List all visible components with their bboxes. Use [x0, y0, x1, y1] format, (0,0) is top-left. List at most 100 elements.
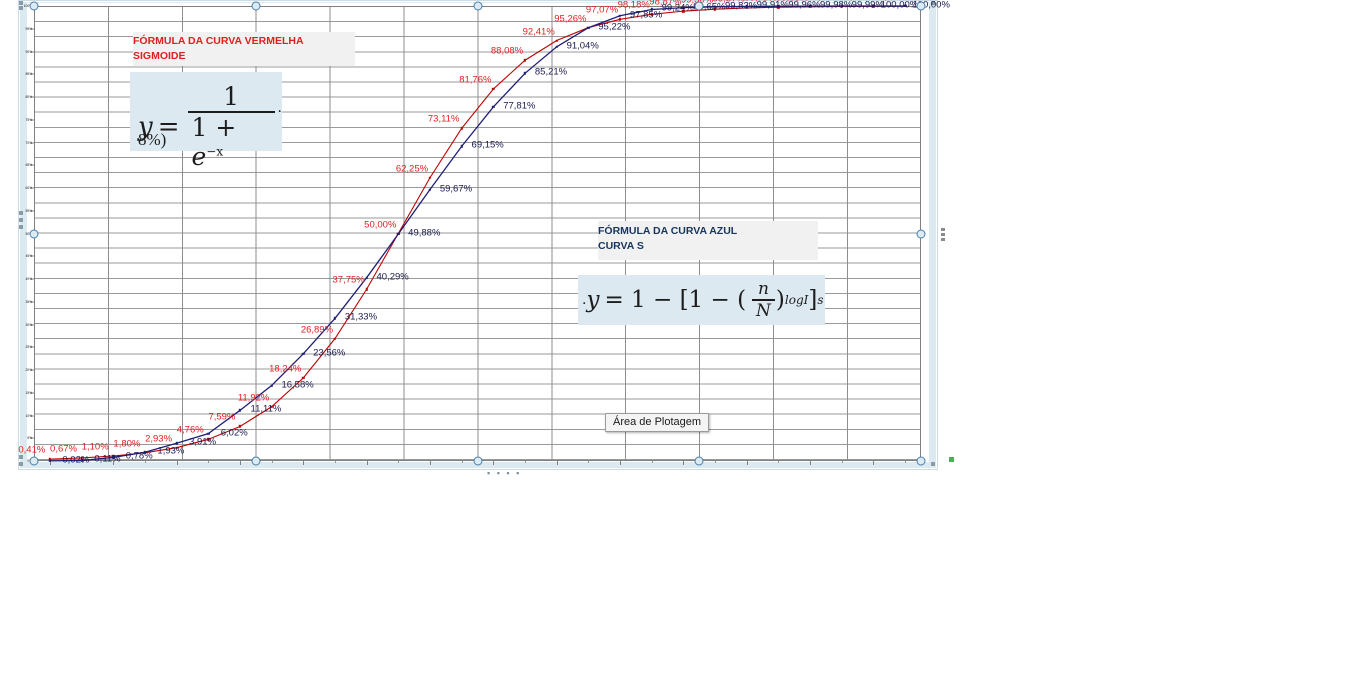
data-point-marker — [872, 4, 875, 8]
y-tick-label: 45% — [25, 254, 33, 259]
x-tick-mark — [525, 461, 527, 463]
x-tick-mark — [144, 461, 146, 463]
selection-handle-5[interactable] — [29, 456, 39, 466]
selection-handle-1[interactable] — [251, 1, 261, 11]
x-tick-mark — [873, 461, 875, 465]
x-tick-mark — [334, 461, 336, 463]
chart-handle-mid-left-1[interactable] — [19, 211, 23, 215]
chart-handle-bottom-right[interactable] — [931, 462, 935, 466]
y-tick-mark — [30, 392, 34, 394]
y-tick-label: 25% — [25, 345, 33, 350]
data-point-marker — [713, 5, 717, 9]
chart-handle-bottom-left-2[interactable] — [19, 462, 23, 466]
selection-handle-0[interactable] — [29, 1, 39, 11]
x-tick-mark — [461, 461, 463, 463]
y-tick-mark — [30, 187, 34, 189]
chart-handle-mid-left-2[interactable] — [19, 218, 23, 222]
y-tick-mark — [30, 73, 34, 75]
y-tick-label: 70% — [25, 140, 33, 145]
data-point-marker — [207, 438, 210, 441]
sigmoid-curve-red — [49, 5, 906, 460]
data-point-marker — [48, 459, 52, 463]
y-tick-mark — [30, 324, 34, 325]
data-point-marker — [523, 59, 527, 62]
y-tick-mark — [30, 164, 34, 166]
selection-handle-6[interactable] — [251, 456, 261, 466]
y-tick-mark — [30, 51, 34, 52]
x-tick-mark — [303, 461, 305, 465]
red-formula-title[interactable]: FÓRMULA DA CURVA VERMELHA SIGMOIDE — [133, 32, 355, 66]
chart-handle-bottom-left[interactable] — [19, 455, 23, 459]
data-point-marker — [618, 18, 622, 21]
chart-handle-mid-left-3[interactable] — [19, 225, 23, 229]
y-tick-mark — [30, 301, 34, 303]
data-point-marker — [523, 72, 527, 75]
data-point-marker — [587, 26, 590, 29]
x-tick-mark — [683, 461, 685, 465]
data-point-marker — [492, 105, 495, 109]
status-indicator — [949, 457, 954, 462]
data-point-marker — [808, 4, 812, 8]
chart-outer-border — [18, 0, 938, 470]
x-tick-mark — [810, 461, 812, 465]
x-tick-mark — [81, 461, 83, 463]
chart-handle-top-left[interactable] — [19, 1, 23, 5]
chart-handle-top-right[interactable] — [931, 1, 935, 5]
s-curve-blue — [49, 5, 906, 462]
data-point-marker — [365, 276, 368, 279]
data-point-marker — [270, 384, 273, 387]
y-tick-label: 10% — [25, 413, 33, 418]
y-tick-label: 90% — [25, 49, 33, 54]
data-point-marker — [460, 127, 463, 130]
selection-handle-2[interactable] — [473, 1, 482, 11]
y-tick-mark — [30, 346, 34, 348]
y-tick-mark — [30, 96, 34, 98]
selection-handle-7[interactable] — [473, 456, 482, 466]
data-point-marker — [207, 432, 210, 435]
data-point-marker — [745, 5, 748, 8]
x-tick-mark — [746, 461, 748, 465]
y-tick-label: 55% — [25, 208, 33, 213]
x-tick-mark — [366, 461, 368, 465]
data-point-marker — [111, 454, 115, 458]
data-point-marker — [333, 337, 337, 340]
y-tick-mark — [30, 369, 34, 371]
data-point-marker — [460, 145, 463, 148]
data-point-marker — [682, 6, 685, 9]
x-tick-mark — [651, 461, 653, 463]
x-tick-mark — [239, 461, 241, 465]
y-tick-label: 60% — [25, 186, 33, 190]
chart-object[interactable]: 100% 95% 90% 85% 80% 75% 70% 65% 60% 55% 50% 45% 40%… — [18, 0, 950, 478]
data-point-marker — [777, 4, 780, 8]
x-tick-mark — [176, 461, 178, 465]
x-tick-mark — [905, 461, 907, 463]
y-tick-label: 15% — [25, 390, 33, 395]
data-point-marker — [365, 288, 368, 291]
chart-handle-top-left-2[interactable] — [19, 6, 23, 10]
x-tick-mark — [841, 461, 843, 463]
y-tick-mark — [30, 142, 34, 143]
y-tick-label: 95% — [25, 26, 33, 31]
x-axis[interactable] — [34, 461, 921, 469]
selection-handle-9[interactable] — [916, 456, 926, 466]
y-tick-label: 85% — [25, 72, 33, 77]
selection-handle-8[interactable] — [694, 456, 704, 466]
x-tick-mark — [208, 461, 210, 463]
x-tick-mark — [49, 461, 51, 465]
data-point-marker — [618, 14, 622, 17]
selection-handle-11[interactable] — [916, 229, 926, 238]
data-point-marker — [80, 459, 83, 462]
blue-formula-title[interactable]: FÓRMULA DA CURVA AZUL CURVA S — [598, 221, 818, 260]
x-tick-mark — [493, 461, 495, 465]
data-point-marker — [650, 8, 653, 11]
data-point-marker — [903, 4, 907, 8]
y-tick-mark — [30, 119, 34, 121]
red-formula-image[interactable]: y = 1 1 + e−x . 8%) — [130, 72, 282, 171]
selection-handle-3[interactable] — [694, 1, 704, 11]
selection-handle-10[interactable] — [29, 229, 39, 238]
x-tick-mark — [271, 461, 273, 463]
y-tick-label: 75% — [25, 117, 33, 122]
selection-handle-4[interactable] — [916, 1, 926, 11]
